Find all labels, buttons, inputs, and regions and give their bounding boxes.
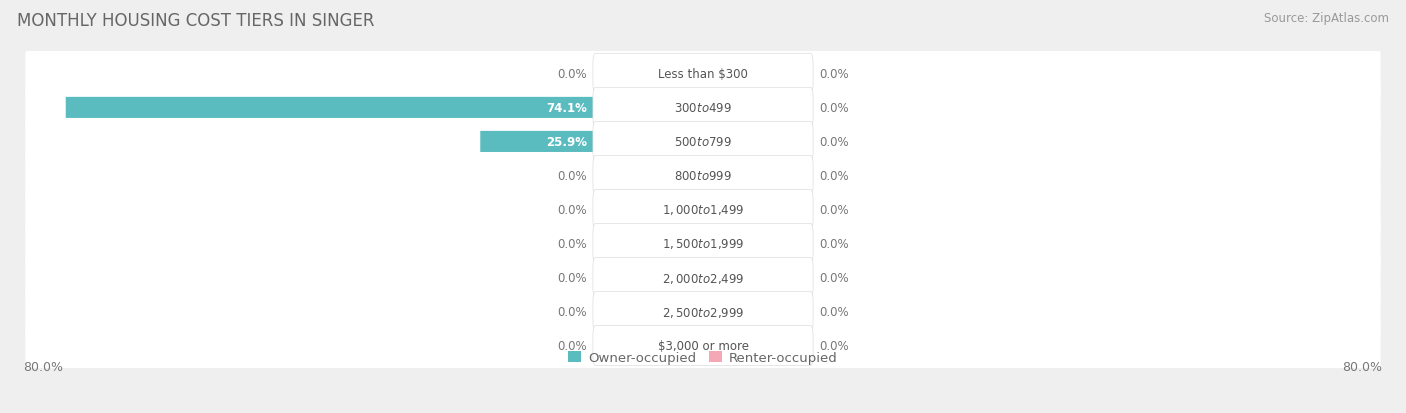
FancyBboxPatch shape [703,166,742,187]
FancyBboxPatch shape [703,97,742,119]
Text: 0.0%: 0.0% [820,102,849,115]
FancyBboxPatch shape [593,88,813,128]
FancyBboxPatch shape [25,69,1381,147]
FancyBboxPatch shape [664,166,703,187]
FancyBboxPatch shape [593,292,813,332]
Text: 74.1%: 74.1% [546,102,586,115]
FancyBboxPatch shape [664,335,703,356]
FancyBboxPatch shape [25,273,1381,351]
Text: 80.0%: 80.0% [1343,360,1382,373]
FancyBboxPatch shape [593,122,813,162]
Text: Less than $300: Less than $300 [658,68,748,81]
FancyBboxPatch shape [664,233,703,254]
Text: 80.0%: 80.0% [24,360,63,373]
Text: 0.0%: 0.0% [820,271,849,284]
Text: $3,000 or more: $3,000 or more [658,339,748,352]
FancyBboxPatch shape [25,204,1381,283]
FancyBboxPatch shape [703,267,742,288]
FancyBboxPatch shape [593,156,813,196]
Text: 0.0%: 0.0% [557,271,586,284]
FancyBboxPatch shape [664,301,703,322]
Text: $2,000 to $2,499: $2,000 to $2,499 [662,271,744,285]
FancyBboxPatch shape [703,132,742,152]
Text: Source: ZipAtlas.com: Source: ZipAtlas.com [1264,12,1389,25]
FancyBboxPatch shape [593,258,813,298]
FancyBboxPatch shape [593,326,813,366]
Text: $800 to $999: $800 to $999 [673,170,733,183]
FancyBboxPatch shape [664,199,703,221]
FancyBboxPatch shape [703,199,742,221]
Text: $500 to $799: $500 to $799 [673,135,733,149]
FancyBboxPatch shape [66,97,703,119]
FancyBboxPatch shape [664,64,703,85]
Text: 0.0%: 0.0% [557,204,586,216]
Text: 0.0%: 0.0% [557,170,586,183]
Text: $2,500 to $2,999: $2,500 to $2,999 [662,305,744,319]
FancyBboxPatch shape [593,224,813,264]
Text: 0.0%: 0.0% [557,237,586,250]
Text: 0.0%: 0.0% [820,204,849,216]
Text: MONTHLY HOUSING COST TIERS IN SINGER: MONTHLY HOUSING COST TIERS IN SINGER [17,12,374,30]
Text: 0.0%: 0.0% [820,135,849,149]
FancyBboxPatch shape [703,233,742,254]
Text: 0.0%: 0.0% [820,170,849,183]
Text: 25.9%: 25.9% [546,135,586,149]
Text: 0.0%: 0.0% [820,237,849,250]
Text: 0.0%: 0.0% [557,305,586,318]
Legend: Owner-occupied, Renter-occupied: Owner-occupied, Renter-occupied [568,351,838,364]
FancyBboxPatch shape [25,137,1381,216]
FancyBboxPatch shape [25,306,1381,385]
FancyBboxPatch shape [593,190,813,230]
Text: $300 to $499: $300 to $499 [673,102,733,115]
FancyBboxPatch shape [25,103,1381,181]
Text: $1,000 to $1,499: $1,000 to $1,499 [662,203,744,217]
FancyBboxPatch shape [25,238,1381,317]
Text: 0.0%: 0.0% [820,68,849,81]
FancyBboxPatch shape [593,54,813,94]
Text: $1,500 to $1,999: $1,500 to $1,999 [662,237,744,251]
FancyBboxPatch shape [703,64,742,85]
FancyBboxPatch shape [703,301,742,322]
Text: 0.0%: 0.0% [820,339,849,352]
Text: 0.0%: 0.0% [557,68,586,81]
Text: 0.0%: 0.0% [820,305,849,318]
FancyBboxPatch shape [703,335,742,356]
FancyBboxPatch shape [25,171,1381,249]
FancyBboxPatch shape [25,35,1381,114]
FancyBboxPatch shape [664,267,703,288]
FancyBboxPatch shape [481,132,703,152]
Text: 0.0%: 0.0% [557,339,586,352]
